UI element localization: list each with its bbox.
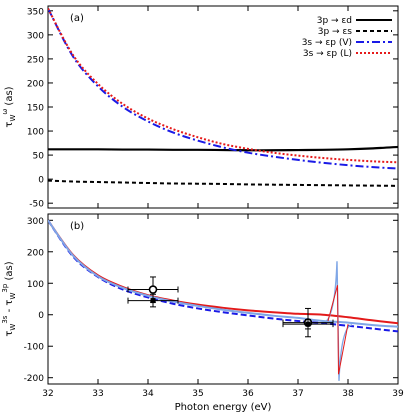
series-line (48, 219, 398, 328)
resonance-spike-red (327, 285, 349, 375)
y-tick-label: 150 (27, 104, 44, 114)
y-tick-label: -100 (24, 343, 45, 353)
panel-label: (a) (70, 13, 84, 24)
panel-b: -200 -100 0 100 200 300 32 33 34 35 36 37 38 39 (b) τW3… (1, 213, 404, 413)
y-tick-label: 300 (27, 217, 44, 227)
series-line (48, 179, 398, 187)
x-tick-label: 38 (342, 389, 354, 399)
y-tick-label: 350 (27, 7, 44, 17)
series-line (48, 7, 398, 170)
legend-label: 3s → εp (V) (302, 38, 352, 48)
y-axis-label: τWω (as) (1, 86, 17, 127)
data-point-circle (148, 285, 158, 294)
y-tick-label: 300 (27, 31, 44, 41)
y-tick-label: 200 (27, 248, 44, 258)
legend-label: 3p → εd (317, 16, 352, 26)
data-point-square (150, 298, 156, 304)
plot-area (48, 219, 398, 381)
legend-label: 3p → εs (318, 27, 353, 37)
x-tick-label: 33 (92, 389, 103, 399)
y-tick-label: 0 (38, 176, 44, 186)
x-tick-label: 37 (292, 389, 303, 399)
x-tick-label: 32 (42, 389, 53, 399)
y-tick-label: -200 (24, 374, 45, 384)
x-tick-label: 35 (192, 389, 203, 399)
data-point-square (305, 321, 311, 327)
y-tick-label: 50 (33, 152, 45, 162)
y-tick-label: 0 (38, 311, 44, 321)
y-tick-label: 100 (27, 280, 44, 290)
x-tick-label: 36 (242, 389, 254, 399)
plot-area (48, 7, 398, 187)
series-line (48, 219, 398, 325)
y-tick-label: 100 (27, 128, 44, 138)
x-axis-label: Photon energy (eV) (175, 402, 272, 413)
x-tick-label: 39 (392, 389, 404, 399)
y-tick-label: 200 (27, 79, 44, 89)
series-line (48, 145, 398, 152)
legend-label: 3s → εp (L) (303, 49, 352, 59)
y-tick-label: -50 (29, 200, 44, 210)
series-line (48, 7, 398, 164)
panel-label: (b) (70, 221, 84, 232)
y-tick-label: 250 (27, 55, 44, 65)
x-tick-label: 34 (142, 389, 154, 399)
plot-frame (47, 213, 399, 385)
y-axis-label: τW3s - τW3p (as) (1, 261, 17, 336)
